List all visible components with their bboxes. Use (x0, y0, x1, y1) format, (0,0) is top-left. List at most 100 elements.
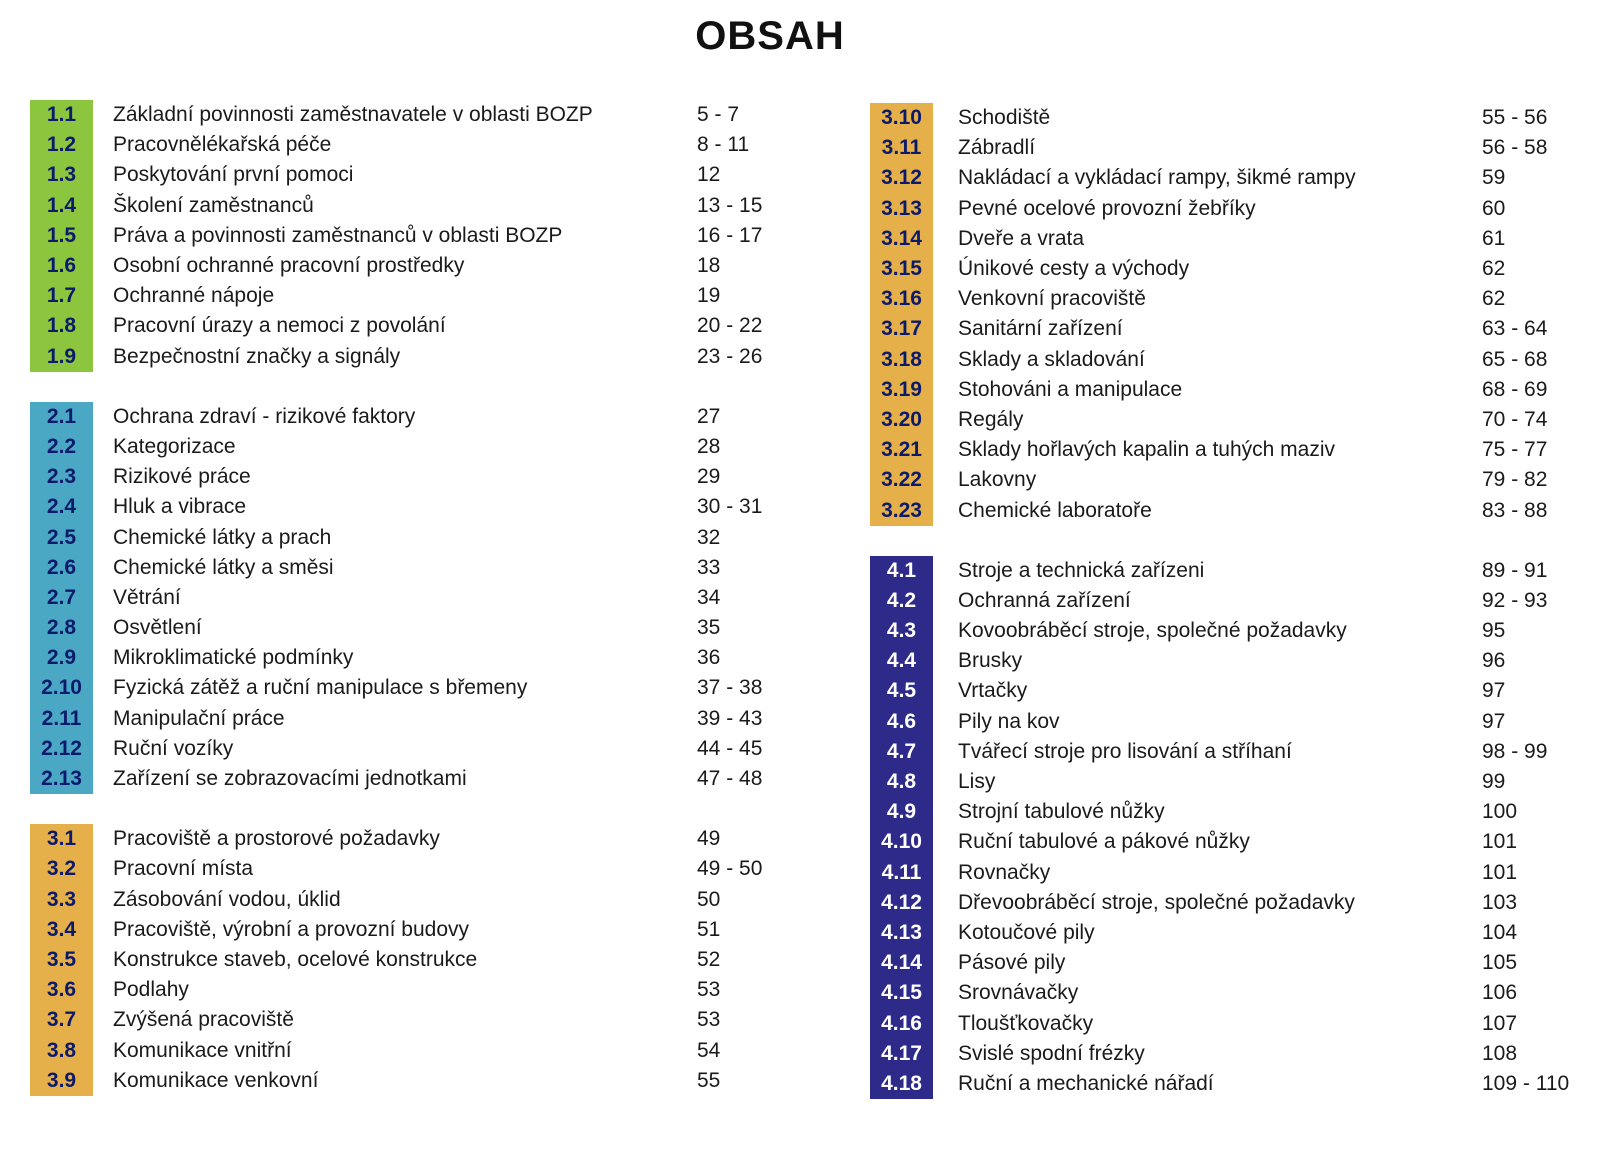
toc-entry[interactable]: 1.9 Bezpečnostní značky a signály 23 - 26 (30, 342, 820, 372)
toc-entry-pages: 44 - 45 (697, 736, 763, 760)
toc-entry[interactable]: 3.18 Sklady a skladování 65 - 68 (870, 345, 1580, 375)
toc-entry[interactable]: 3.2 Pracovní místa 49 - 50 (30, 854, 820, 884)
toc-entry[interactable]: 3.22 Lakovny 79 - 82 (870, 465, 1580, 495)
toc-entry[interactable]: 2.1 Ochrana zdraví - rizikové faktory 27 (30, 402, 820, 432)
toc-entry[interactable]: 3.23 Chemické laboratoře 83 - 88 (870, 495, 1580, 525)
toc-entry[interactable]: 4.15 Srovnávačky 106 (870, 978, 1580, 1008)
toc-entry[interactable]: 1.4 Školení zaměstnanců 13 - 15 (30, 191, 820, 221)
toc-entry[interactable]: 2.10 Fyzická zátěž a ruční manipulace s b… (30, 673, 820, 703)
toc-entry[interactable]: 2.2 Kategorizace 28 (30, 432, 820, 462)
toc-entry-number: 3.2 (46, 857, 77, 881)
toc-entry[interactable]: 3.20 Regály 70 - 74 (870, 405, 1580, 435)
toc-entry-number: 3.23 (881, 498, 922, 522)
toc-entry[interactable]: 4.5 Vrtačky 97 (870, 676, 1580, 706)
toc-entry[interactable]: 1.3 Poskytování první pomoci 12 (30, 160, 820, 190)
section-color-bar (30, 824, 93, 1096)
toc-entry-title: Lisy (958, 770, 996, 794)
toc-entry[interactable]: 3.14 Dveře a vrata 61 (870, 224, 1580, 254)
toc-entry[interactable]: 2.11 Manipulační práce 39 - 43 (30, 704, 820, 734)
toc-entry[interactable]: 4.9 Strojní tabulové nůžky 100 (870, 797, 1580, 827)
toc-entry[interactable]: 4.10 Ruční tabulové a pákové nůžky 101 (870, 827, 1580, 857)
toc-entry[interactable]: 4.1 Stroje a technická zařízeni 89 - 91 (870, 556, 1580, 586)
section-gap (30, 372, 820, 402)
toc-entry-pages: 100 (1482, 800, 1518, 824)
toc-entry[interactable]: 1.1 Základní povinnosti zaměstnavatele v … (30, 100, 820, 130)
toc-entry-title: Práva a povinnosti zaměstnanců v oblasti… (113, 223, 563, 247)
toc-entry[interactable]: 4.6 Pily na kov 97 (870, 707, 1580, 737)
toc-entry[interactable]: 3.4 Pracoviště, výrobní a provozní budovy… (30, 915, 820, 945)
toc-entry-number: 2.13 (41, 767, 82, 791)
toc-entry[interactable]: 3.8 Komunikace vnitřní 54 (30, 1035, 820, 1065)
toc-entry-title: Pracovní úrazy a nemoci z povolání (113, 314, 446, 338)
toc-entry[interactable]: 4.7 Tvářecí stroje pro lisování a stříhan… (870, 737, 1580, 767)
toc-entry[interactable]: 3.5 Konstrukce staveb, ocelové konstrukce… (30, 945, 820, 975)
toc-entry[interactable]: 1.2 Pracovnělékařská péče 8 - 11 (30, 130, 820, 160)
toc-entry[interactable]: 3.1 Pracoviště a prostorové požadavky 49 (30, 824, 820, 854)
toc-entry[interactable]: 4.16 Tloušťkovačky 107 (870, 1008, 1580, 1038)
toc-entry[interactable]: 3.16 Venkovní pracoviště 62 (870, 284, 1580, 314)
toc-entry[interactable]: 2.9 Mikroklimatické podmínky 36 (30, 643, 820, 673)
toc-entry-pages: 55 - 56 (1482, 106, 1548, 130)
toc-entry[interactable]: 1.8 Pracovní úrazy a nemoci z povolání 20 … (30, 311, 820, 341)
toc-entry-number: 2.4 (46, 495, 77, 519)
toc-entry-number: 2.5 (46, 525, 77, 549)
toc-entry[interactable]: 3.15 Únikové cesty a východy 62 (870, 254, 1580, 284)
toc-entry[interactable]: 4.2 Ochranná zařízení 92 - 93 (870, 586, 1580, 616)
toc-entry[interactable]: 4.14 Pásové pily 105 (870, 948, 1580, 978)
toc-entry-pages: 97 (1482, 709, 1506, 733)
toc-entry[interactable]: 2.13 Zařízení se zobrazovacími jednotkami… (30, 764, 820, 794)
toc-entry-pages: 30 - 31 (697, 495, 763, 519)
toc-entry[interactable]: 3.21 Sklady hořlavých kapalin a tuhých ma… (870, 435, 1580, 465)
toc-entry-pages: 23 - 26 (697, 344, 763, 368)
toc-entry[interactable]: 3.10 Schodiště 55 - 56 (870, 103, 1580, 133)
toc-entry[interactable]: 2.7 Větrání 34 (30, 583, 820, 613)
toc-entry-number: 4.1 (886, 558, 917, 582)
toc-entry[interactable]: 3.11 Zábradlí 56 - 58 (870, 133, 1580, 163)
toc-entry[interactable]: 4.18 Ruční a mechanické nářadí 109 - 110 (870, 1069, 1580, 1099)
toc-entry[interactable]: 4.12 Dřevoobráběcí stroje, společné požad… (870, 888, 1580, 918)
toc-entry[interactable]: 2.4 Hluk a vibrace 30 - 31 (30, 492, 820, 522)
toc-entry[interactable]: 4.3 Kovoobráběcí stroje, společné požadav… (870, 616, 1580, 646)
toc-entry[interactable]: 3.3 Zásobování vodou, úklid 50 (30, 885, 820, 915)
toc-entry[interactable]: 3.9 Komunikace venkovní 55 (30, 1066, 820, 1096)
toc-entry[interactable]: 1.6 Osobní ochranné pracovní prostředky 18 (30, 251, 820, 281)
toc-entry-number: 2.7 (46, 585, 77, 609)
toc-entry-pages: 55 (697, 1068, 721, 1092)
toc-left-column: 1.1 Základní povinnosti zaměstnavatele v … (30, 100, 820, 1096)
toc-entry-title: Ochrana zdraví - rizikové faktory (113, 404, 416, 428)
toc-entry[interactable]: 4.13 Kotoučové pily 104 (870, 918, 1580, 948)
toc-entry[interactable]: 4.17 Svislé spodní frézky 108 (870, 1039, 1580, 1069)
toc-entry[interactable]: 2.8 Osvětlení 35 (30, 613, 820, 643)
toc-entry[interactable]: 3.7 Zvýšená pracoviště 53 (30, 1005, 820, 1035)
toc-entry[interactable]: 4.4 Brusky 96 (870, 646, 1580, 676)
toc-entry[interactable]: 3.19 Stohováni a manipulace 68 - 69 (870, 375, 1580, 405)
toc-entry[interactable]: 4.8 Lisy 99 (870, 767, 1580, 797)
toc-entry-pages: 37 - 38 (697, 676, 763, 700)
toc-entry-pages: 51 (697, 917, 721, 941)
toc-entry-title: Konstrukce staveb, ocelové konstrukce (113, 947, 478, 971)
toc-entry[interactable]: 3.13 Pevné ocelové provozní žebříky 60 (870, 194, 1580, 224)
toc-entry-title: Pevné ocelové provozní žebříky (958, 196, 1256, 220)
toc-entry[interactable]: 1.7 Ochranné nápoje 19 (30, 281, 820, 311)
toc-entry[interactable]: 2.6 Chemické látky a směsi 33 (30, 553, 820, 583)
toc-entry[interactable]: 1.5 Práva a povinnosti zaměstnanců v obla… (30, 221, 820, 251)
toc-entry-number: 3.4 (46, 917, 77, 941)
toc-entry-number: 4.3 (886, 619, 917, 643)
toc-entry-title: Komunikace vnitřní (113, 1038, 292, 1062)
toc-entry[interactable]: 2.12 Ruční vozíky 44 - 45 (30, 734, 820, 764)
section-gap (870, 526, 1580, 556)
toc-entry-title: Pracovnělékařská péče (113, 133, 332, 157)
toc-entry[interactable]: 2.3 Rizikové práce 29 (30, 462, 820, 492)
toc-entry-number: 3.18 (881, 347, 922, 371)
toc-entry-pages: 99 (1482, 770, 1506, 794)
toc-entry[interactable]: 2.5 Chemické látky a prach 32 (30, 522, 820, 552)
toc-entry[interactable]: 4.11 Rovnačky 101 (870, 858, 1580, 888)
toc-entry-title: Ruční tabulové a pákové nůžky (958, 830, 1250, 854)
toc-entry-title: Zásobování vodou, úklid (113, 887, 341, 911)
toc-entry[interactable]: 3.12 Nakládací a vykládací rampy, šikmé r… (870, 163, 1580, 193)
toc-entry-number: 4.16 (881, 1011, 922, 1035)
toc-entry[interactable]: 3.6 Podlahy 53 (30, 975, 820, 1005)
toc-section: 4.1 Stroje a technická zařízeni 89 - 91 4.2… (870, 555, 1580, 1099)
toc-entry[interactable]: 3.17 Sanitární zařízení 63 - 64 (870, 314, 1580, 344)
toc-entry-title: Pracoviště a prostorové požadavky (113, 827, 440, 851)
